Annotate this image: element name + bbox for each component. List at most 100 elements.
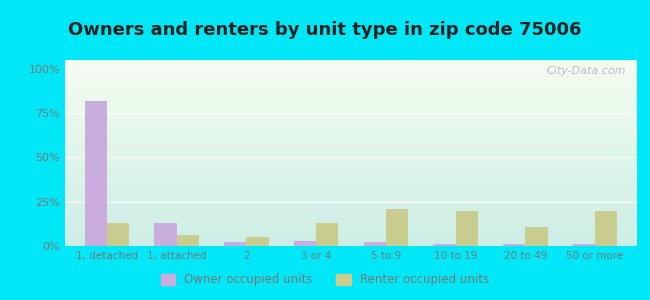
Bar [65,189,637,190]
Bar [65,78,637,79]
Bar [65,82,637,83]
Bar [65,181,637,182]
Bar [65,95,637,96]
Bar [65,61,637,62]
Bar [65,162,637,163]
Bar [65,195,637,196]
Bar [65,153,637,154]
Bar [65,193,637,194]
Bar [65,121,637,122]
Bar [65,76,637,77]
Bar [65,164,637,165]
Bar [65,165,637,166]
Bar [65,183,637,184]
Bar [65,136,637,137]
Bar [65,62,637,63]
Bar [65,111,637,112]
Bar [65,73,637,74]
Bar [65,199,637,200]
Bar [65,67,637,68]
Bar [65,227,637,228]
Bar [65,185,637,186]
Bar [65,212,637,213]
Bar [65,224,637,225]
Bar [386,209,408,246]
Bar [65,217,637,218]
Bar [65,137,637,138]
Bar [65,245,637,246]
Bar [65,81,637,82]
Bar [65,72,637,73]
Bar [65,142,637,143]
Bar [65,151,637,152]
Bar [65,205,637,206]
Bar [65,207,637,208]
Bar [65,66,637,67]
Bar [65,91,637,92]
Bar [65,240,637,241]
Bar [65,213,637,214]
Bar [65,171,637,172]
Bar [65,79,637,80]
Bar [65,182,637,183]
Bar [65,122,637,123]
Bar [65,86,637,87]
Bar [65,166,637,167]
Bar [65,233,637,234]
Bar [65,187,637,188]
Bar [65,235,637,236]
Bar [65,202,637,203]
Bar [65,150,637,151]
Bar [65,208,637,209]
Bar [65,210,637,211]
Bar [65,211,637,212]
Bar [65,71,637,72]
Text: Owners and renters by unit type in zip code 75006: Owners and renters by unit type in zip c… [68,21,582,39]
Bar [65,196,637,197]
Bar [65,209,637,210]
Bar [65,231,637,232]
Bar [65,198,637,199]
Bar [65,85,637,86]
Bar [65,173,637,174]
Bar [65,191,637,192]
Bar [65,116,637,117]
Bar [525,226,548,246]
Bar [65,155,637,156]
Bar [65,135,637,136]
Bar [65,192,637,193]
Bar [65,132,637,133]
Bar [65,174,637,175]
Bar [65,94,637,95]
Bar [65,93,637,94]
Bar [65,176,637,177]
Bar [65,68,637,69]
Bar [65,118,637,119]
Bar [65,225,637,226]
Bar [65,243,637,244]
Bar [65,144,637,145]
Bar [65,99,637,100]
Bar [65,216,637,217]
Bar [65,218,637,219]
Bar [65,223,637,224]
Bar [65,184,637,185]
Bar [503,244,525,246]
Bar [65,113,637,114]
Legend: Owner occupied units, Renter occupied units: Owner occupied units, Renter occupied un… [156,269,494,291]
Bar [65,169,637,170]
Bar [65,214,637,215]
Bar [65,102,637,103]
Bar [65,88,637,89]
Bar [456,211,478,246]
Bar [65,206,637,207]
Bar [65,63,637,64]
Bar [65,103,637,104]
Bar [65,119,637,120]
Bar [316,223,339,246]
Bar [65,134,637,135]
Bar [65,101,637,102]
Bar [246,237,268,246]
Bar [65,190,637,191]
Bar [65,167,637,168]
